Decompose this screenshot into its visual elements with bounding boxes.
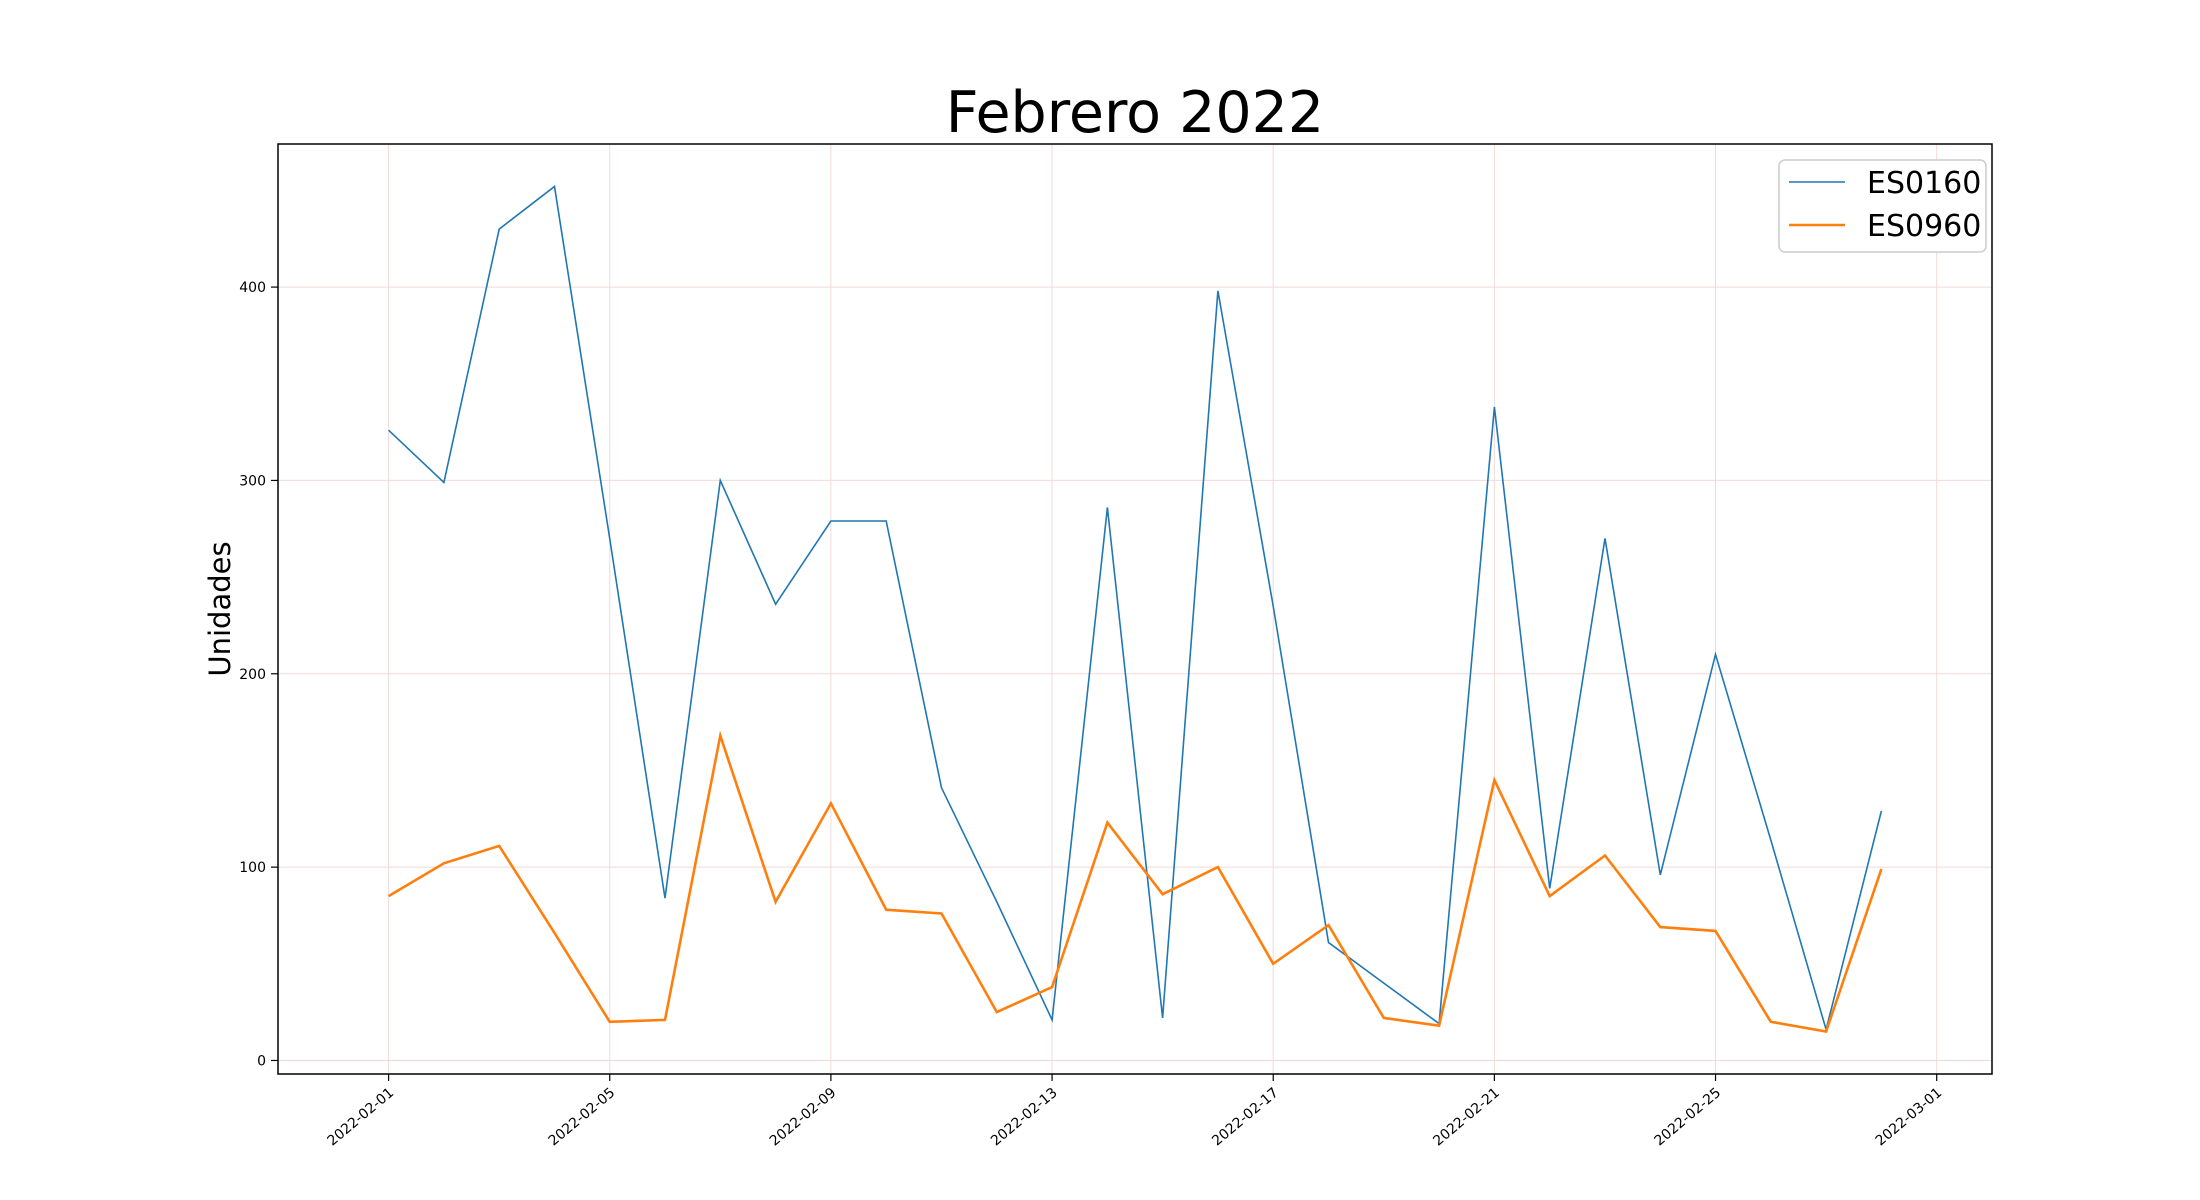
y-tick-label: 200: [239, 667, 266, 683]
y-tick-label: 300: [239, 473, 266, 489]
series-ES0960: [387, 730, 1883, 1033]
y-tick-label: 0: [257, 1053, 266, 1069]
series-layer: [387, 185, 1883, 1033]
x-tick-label: 2022-02-01: [325, 1085, 398, 1150]
y-tick-label: 400: [239, 280, 266, 296]
x-tick-label: 2022-03-01: [1873, 1085, 1946, 1150]
legend-label: ES0960: [1867, 209, 1981, 244]
ticks-layer: 2022-02-01 2022-02-05 2022-02-09 2022-02-13…: [239, 280, 1945, 1149]
x-tick-label: 2022-02-21: [1430, 1085, 1503, 1150]
x-tick-label: 2022-02-25: [1651, 1085, 1724, 1150]
legend-label: ES0160: [1867, 166, 1981, 201]
y-tick-label: 100: [239, 860, 266, 876]
legend-frame: [1778, 159, 1987, 253]
series-line: [388, 185, 1883, 1033]
x-tick-label: 2022-02-13: [988, 1085, 1061, 1150]
series-ES0160: [388, 185, 1883, 1033]
series-line: [387, 730, 1883, 1033]
x-tick-label: 2022-02-05: [546, 1085, 619, 1150]
grid-layer: [278, 144, 1992, 1074]
x-tick-label: 2022-02-09: [767, 1085, 840, 1150]
y-axis-label: Unidades: [203, 541, 237, 676]
legend: ES0160 ES0960: [1778, 159, 1987, 253]
chart-title: Febrero 2022: [946, 80, 1324, 146]
x-tick-label: 2022-02-17: [1209, 1085, 1282, 1150]
axes-frame: [277, 143, 1993, 1075]
